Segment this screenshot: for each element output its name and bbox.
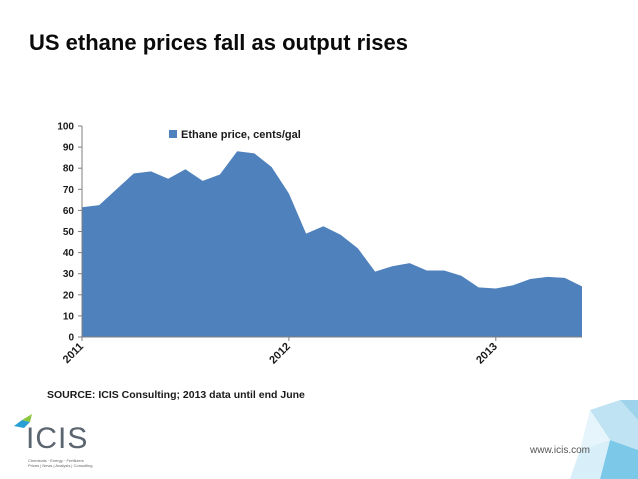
website-url: www.icis.com: [530, 445, 591, 456]
y-tick-label: 80: [63, 164, 75, 175]
ethane-price-area: [82, 151, 582, 337]
x-tick-label: 2012: [267, 341, 293, 367]
logo-mark-icon: [14, 414, 32, 428]
logo-wordmark: ICIS: [26, 422, 89, 455]
corner-decoration-icon: [570, 400, 638, 479]
y-tick-label: 0: [68, 333, 74, 344]
x-tick-label: 2011: [61, 341, 86, 366]
logo-tagline: Chemicals · Energy · Fertilizers: [28, 458, 84, 463]
y-tick-label: 40: [63, 248, 75, 259]
y-tick-label: 70: [63, 185, 75, 196]
y-tick-label: 60: [63, 206, 75, 217]
y-tick-label: 10: [63, 311, 75, 322]
logo-tagline-2: Prices | News | Analysis | Consulting: [28, 463, 93, 468]
y-tick-label: 50: [63, 227, 75, 238]
y-tick-label: 20: [63, 290, 75, 301]
legend-label: Ethane price, cents/gal: [181, 129, 301, 141]
y-tick-label: 30: [63, 269, 75, 280]
source-note: SOURCE: ICIS Consulting; 2013 data until…: [47, 389, 305, 401]
x-tick-label: 2013: [474, 341, 500, 367]
y-tick-label: 90: [63, 143, 75, 154]
y-tick-label: 100: [57, 122, 74, 133]
legend-swatch: [169, 130, 177, 138]
slide-title: US ethane prices fall as output rises: [29, 30, 409, 55]
icis-logo: ICIS Chemicals · Energy · Fertilizers Pr…: [10, 412, 120, 470]
